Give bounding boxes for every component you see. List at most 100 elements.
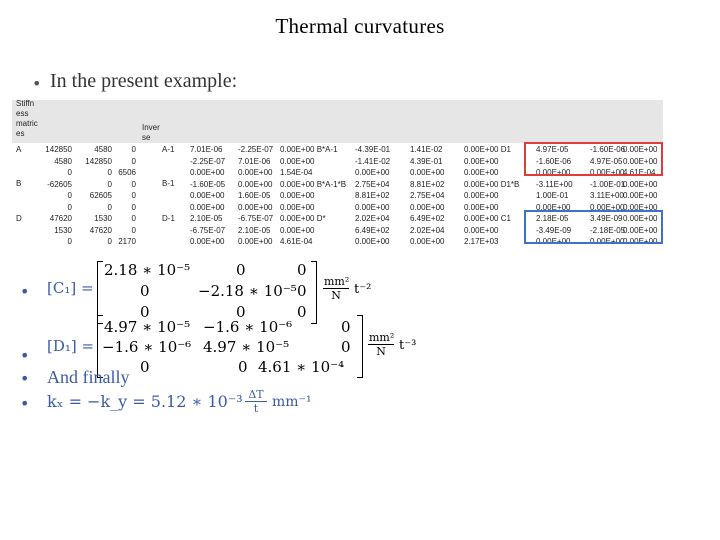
product-cell: -1.41E-02 [355, 156, 391, 166]
product-cell: 0.00E+00 [464, 202, 499, 212]
d1-entry: −1.6 ∗ 10⁻⁶ [102, 338, 192, 356]
inverse-cell: 0.00E+00 [190, 202, 225, 212]
stiffness-cell: 47620 [89, 225, 112, 235]
stiffness-cell: 0 [67, 202, 72, 212]
stiffness-cell: 0 [67, 237, 72, 246]
c1-entry: 0 [236, 303, 246, 321]
product-cell: 0.00E+00 [464, 191, 499, 200]
stiffness-cell: 0 [107, 202, 112, 212]
d1-entry: 0 [341, 318, 351, 336]
c1-unit-numerator: mm² [323, 275, 350, 289]
stiffness-cell: -62605 [47, 179, 72, 189]
header-label-line: es [16, 129, 25, 138]
stiffness-cell: 62605 [89, 191, 112, 200]
result-cell: 4.61E-04 [623, 168, 656, 177]
kx-fraction-denominator: t [253, 402, 259, 415]
product-cell: -4.39E-01 [355, 145, 391, 154]
inverse-cell: 0.00E+00 [190, 191, 225, 200]
product-cell: 8.81E+02 [410, 179, 445, 189]
result-cell: -3.11E+00 [536, 179, 573, 189]
result-cell: -2.18E-05 [590, 225, 626, 235]
stiffness-cell: 142850 [45, 145, 72, 154]
c1-entry: 0 [297, 303, 307, 321]
product-cell: 0.00E+00 C1 [464, 214, 511, 223]
d1-entry: 4.97 ∗ 10⁻⁵ [203, 338, 290, 356]
row-label-b: B [16, 179, 22, 188]
stiffness-cell: 0 [107, 179, 112, 189]
inverse-cell: -2.25E-07 [238, 145, 274, 154]
product-cell: 2.02E+04 [355, 214, 390, 223]
inverse-cell: -2.25E-07 [190, 156, 226, 166]
result-cell: 2.18E-05 [536, 214, 569, 223]
inverse-cell: -1.60E-05 [190, 179, 226, 189]
result-cell: 0.00E+00 [623, 179, 658, 189]
inverse-cell: 0.00E+00 [238, 179, 273, 189]
kx-fraction-numerator: ΔT [245, 388, 267, 402]
inverse-label-line: Inver [142, 123, 160, 132]
c1-left-bracket [97, 261, 103, 324]
product-cell: 2.02E+04 [410, 225, 445, 235]
inverse-cell: 0.00E+00 [280, 225, 315, 235]
result-cell: 0.00E+00 [536, 168, 571, 177]
result-cell: 0.00E+00 [623, 191, 658, 200]
result-cell: -1.60E-06 [590, 145, 626, 154]
result-cell: 0.00E+00 [623, 156, 658, 166]
stiffness-cell: 1530 [94, 214, 112, 223]
stiffness-cell: 0 [131, 191, 136, 200]
inverse-cell: 0.00E+00 [280, 202, 315, 212]
d1-lhs: [D₁] = [47, 337, 95, 355]
header-label-line: ess [16, 109, 29, 118]
product-cell: 0.00E+00 [464, 168, 499, 177]
inverse-cell: -6.75E-07 [238, 214, 274, 223]
c1-unit-tail: t⁻² [354, 282, 372, 297]
stiffness-cell: 2170 [118, 237, 136, 246]
product-cell: 0.00E+00 [464, 225, 499, 235]
page-title: Thermal curvatures [275, 14, 445, 38]
stiffness-cell: 1530 [54, 225, 72, 235]
inverse-tag-d: D-1 [162, 214, 175, 223]
product-cell: 1.41E-02 [410, 145, 443, 154]
inverse-cell: 0.00E+00 [238, 202, 273, 212]
c1-entry: 0 [297, 261, 307, 279]
result-cell: 3.11E+00 [590, 191, 624, 200]
c1-entry: 0 [236, 261, 246, 279]
stiffness-cell: 142850 [85, 156, 112, 166]
stiffness-cell: 0 [131, 225, 136, 235]
stiffness-cell: 0 [107, 237, 112, 246]
stiffness-cell: 4580 [94, 145, 112, 154]
product-cell: 0.00E+00 D1 [464, 145, 511, 154]
inverse-cell: 0.00E+00 [190, 168, 225, 177]
result-cell: 0.00E+00 [623, 202, 658, 212]
d1-unit-tail: t⁻³ [399, 338, 417, 353]
result-cell: -3.49E-09 [536, 225, 572, 235]
result-cell: 0.00E+00 [623, 214, 658, 223]
inverse-cell: -6.75E-07 [190, 225, 226, 235]
inverse-cell: 7.01E-06 [238, 156, 271, 166]
product-cell: 0.00E+00 [464, 156, 499, 166]
inverse-cell: 0.00E+00 [280, 191, 315, 200]
stiffness-cell: 0 [131, 156, 136, 166]
inverse-cell: 0.00E+00 D* [280, 214, 326, 223]
row-label-d: D [16, 214, 22, 223]
d1-entry: 0 [238, 358, 248, 376]
result-cell: 4.97E-05 [590, 156, 623, 166]
stiffness-cell: 0 [131, 145, 136, 154]
d1-unit-numerator: mm² [368, 331, 395, 345]
result-cell: 0.00E+00 [623, 225, 658, 235]
inverse-cell: 0.00E+00 B*A-1*B [280, 179, 347, 189]
inverse-label-line: se [142, 133, 151, 142]
result-cell: -1.00E-01 [590, 179, 626, 189]
result-cell: 4.97E-05 [536, 145, 569, 154]
kx-fraction: ΔT t [245, 388, 267, 415]
d1-entry: 4.97 ∗ 10⁻⁵ [104, 318, 191, 336]
header-label-line: matric [16, 119, 38, 128]
bullet-dot-icon: • [20, 369, 30, 388]
bullet-dot-icon: • [32, 74, 42, 93]
c1-entry: 0 [297, 282, 307, 300]
product-cell: 0.00E+00 [410, 237, 445, 246]
c1-entry: 2.18 ∗ 10⁻⁵ [104, 261, 191, 279]
product-cell: 2.75E+04 [410, 191, 445, 200]
d1-left-bracket [97, 315, 103, 378]
result-cell: 0.00E+00 [590, 202, 625, 212]
d1-right-bracket [357, 315, 363, 378]
